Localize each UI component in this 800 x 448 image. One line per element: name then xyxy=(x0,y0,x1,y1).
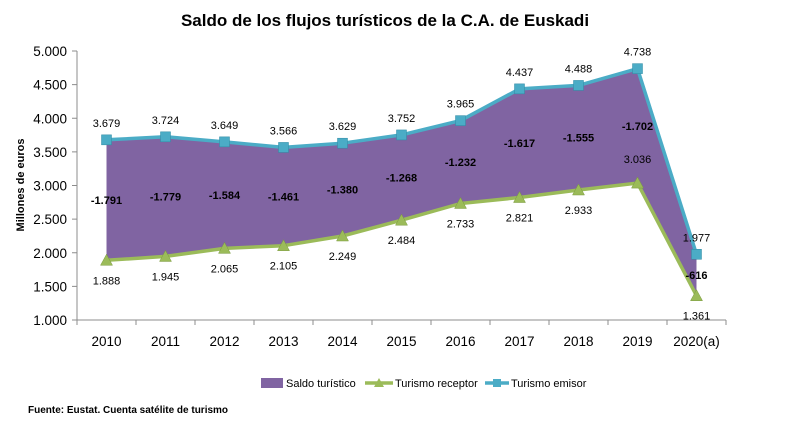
x-tick-label: 2014 xyxy=(327,334,358,349)
label-saldo-turistico: -1.702 xyxy=(622,121,653,133)
x-tick-label: 2013 xyxy=(268,334,298,349)
point-turismo-emisor xyxy=(455,115,466,126)
label-turismo-receptor: 2.249 xyxy=(329,251,357,263)
y-tick-label: 4.500 xyxy=(33,78,67,93)
point-turismo-receptor xyxy=(690,289,703,301)
point-turismo-receptor xyxy=(218,241,231,254)
label-turismo-receptor: 1.888 xyxy=(93,275,121,287)
x-tick-label: 2019 xyxy=(622,334,652,349)
point-turismo-emisor xyxy=(691,249,702,260)
point-turismo-emisor xyxy=(101,134,112,146)
y-tick-label: 5.000 xyxy=(33,44,67,59)
point-turismo-emisor xyxy=(632,63,643,74)
label-turismo-emisor: 3.629 xyxy=(329,121,357,133)
point-turismo-receptor xyxy=(159,249,172,262)
legend-marker-turismo-receptor xyxy=(374,378,384,387)
point-turismo-emisor xyxy=(278,142,289,153)
point-turismo-receptor xyxy=(277,239,290,251)
label-saldo-turistico: -1.232 xyxy=(445,157,476,169)
label-turismo-receptor: 2.733 xyxy=(447,218,475,230)
y-tick-label: 1.500 xyxy=(33,279,67,294)
point-turismo-emisor xyxy=(514,83,525,95)
x-tick-label: 2010 xyxy=(91,334,121,349)
chart-title: Saldo de los flujos turísticos de la C.A… xyxy=(181,11,589,30)
legend-label-saldo-turistico: Saldo turístico xyxy=(286,378,356,390)
y-axis-label: Millones de euros xyxy=(15,139,27,232)
label-turismo-receptor: 2.933 xyxy=(565,205,593,217)
source-note: Fuente: Eustat. Cuenta satélite de turis… xyxy=(28,405,228,416)
point-turismo-emisor xyxy=(396,129,407,141)
point-turismo-emisor xyxy=(219,136,230,148)
label-turismo-receptor: 1.945 xyxy=(152,271,180,283)
label-saldo-turistico: -1.555 xyxy=(563,133,594,145)
label-saldo-turistico: -1.779 xyxy=(150,192,181,204)
label-turismo-emisor: 3.679 xyxy=(93,118,121,130)
x-tick-label: 2015 xyxy=(386,334,416,349)
point-turismo-receptor xyxy=(395,213,408,226)
label-saldo-turistico: -1.380 xyxy=(327,185,358,197)
label-saldo-turistico: -1.584 xyxy=(209,190,241,202)
y-tick-label: 2.500 xyxy=(33,212,67,227)
label-saldo-turistico: -616 xyxy=(685,270,707,282)
x-tick-label: 2012 xyxy=(209,334,239,349)
label-saldo-turistico: -1.617 xyxy=(504,138,535,150)
y-tick-label: 4.000 xyxy=(33,111,67,126)
label-turismo-receptor: 2.821 xyxy=(506,213,534,225)
point-turismo-receptor xyxy=(100,253,113,266)
area-saldo-turistico xyxy=(106,68,697,296)
y-tick-label: 3.000 xyxy=(33,179,67,194)
label-turismo-emisor: 3.965 xyxy=(447,99,475,111)
label-turismo-emisor: 3.724 xyxy=(152,115,180,127)
label-turismo-receptor: 2.484 xyxy=(388,235,416,247)
label-saldo-turistico: -1.791 xyxy=(91,195,122,207)
point-turismo-emisor xyxy=(337,137,348,149)
label-turismo-emisor: 3.649 xyxy=(211,120,239,132)
point-turismo-receptor xyxy=(631,176,644,189)
label-turismo-emisor: 1.977 xyxy=(683,232,711,244)
point-turismo-receptor xyxy=(336,229,349,242)
label-saldo-turistico: -1.268 xyxy=(386,173,417,185)
point-turismo-receptor xyxy=(572,183,585,196)
y-tick-label: 2.000 xyxy=(33,246,67,261)
label-turismo-receptor: 1.361 xyxy=(683,311,711,323)
x-tick-label: 2016 xyxy=(445,334,475,349)
label-saldo-turistico: -1.461 xyxy=(268,192,299,204)
x-tick-label: 2011 xyxy=(151,334,180,349)
point-turismo-emisor xyxy=(573,80,584,91)
x-tick-label: 2018 xyxy=(563,334,593,349)
label-turismo-emisor: 3.566 xyxy=(270,125,298,137)
label-turismo-emisor: 4.437 xyxy=(506,67,534,79)
label-turismo-emisor: 4.488 xyxy=(565,63,593,75)
x-tick-label: 2017 xyxy=(504,334,534,349)
label-turismo-emisor: 3.752 xyxy=(388,113,416,125)
point-turismo-receptor xyxy=(454,196,467,209)
legend-marker-turismo-emisor xyxy=(493,379,501,387)
y-tick-label: 3.500 xyxy=(33,145,67,160)
legend-swatch-saldo-turistico xyxy=(261,378,283,388)
label-turismo-receptor: 2.105 xyxy=(270,261,298,273)
point-turismo-receptor xyxy=(513,191,526,203)
label-turismo-receptor: 2.065 xyxy=(211,263,239,275)
y-tick-label: 1.000 xyxy=(33,313,67,328)
legend-label-turismo-emisor: Turismo emisor xyxy=(511,378,587,390)
label-turismo-receptor: 3.036 xyxy=(624,154,652,166)
point-turismo-emisor xyxy=(160,131,171,143)
legend-label-turismo-receptor: Turismo receptor xyxy=(395,378,478,390)
x-tick-label: 2020(a) xyxy=(673,334,720,349)
label-turismo-emisor: 4.738 xyxy=(624,47,652,59)
